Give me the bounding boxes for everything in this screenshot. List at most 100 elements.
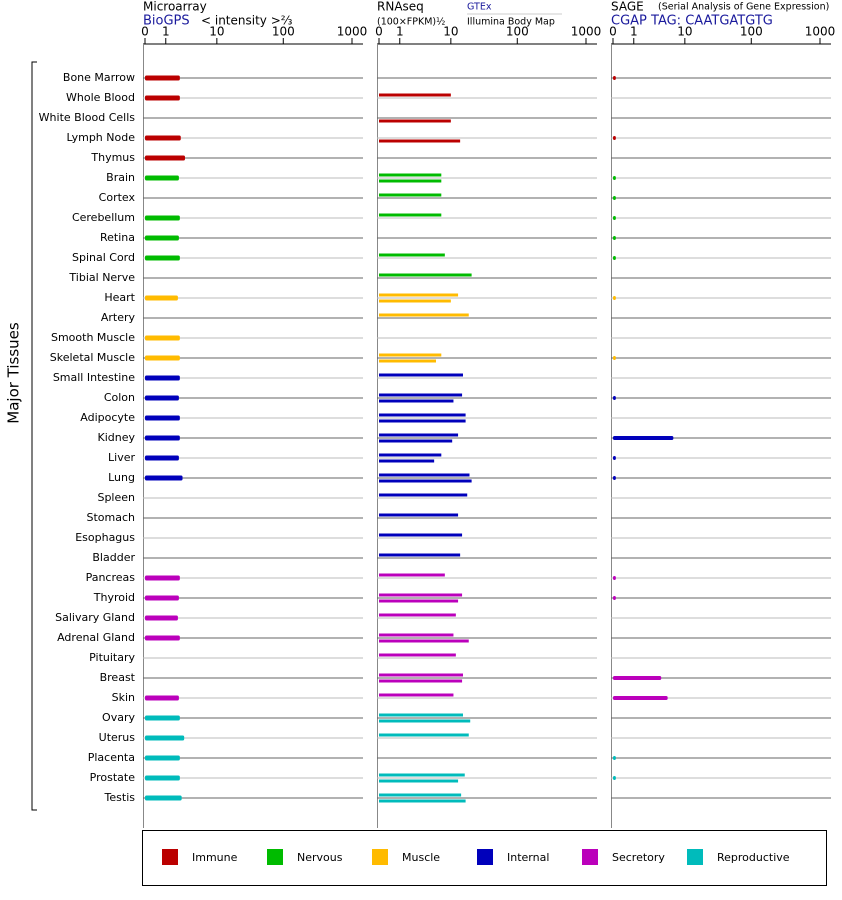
- category-label: Whole Blood: [66, 91, 135, 104]
- bar: [145, 75, 180, 81]
- category-label: Smooth Muscle: [51, 331, 135, 344]
- legend-label: Internal: [507, 851, 549, 864]
- x-tick-label: 10: [677, 25, 692, 39]
- bar: [379, 593, 463, 597]
- category-label: White Blood Cells: [39, 111, 136, 124]
- bar: [379, 299, 451, 303]
- bar: [145, 795, 182, 801]
- bar: [379, 193, 442, 197]
- bar: [379, 253, 445, 257]
- bar: [379, 553, 461, 557]
- legend-label: Secretory: [612, 851, 665, 864]
- category-label: Lung: [108, 471, 135, 484]
- bar: [379, 799, 466, 803]
- x-tick-label: 10: [443, 25, 458, 39]
- bar: [613, 256, 616, 260]
- bar: [613, 756, 616, 760]
- legend-swatch: [372, 849, 388, 865]
- x-tick-label: 100: [272, 25, 295, 39]
- series-name: GTEx: [467, 2, 492, 13]
- bar: [379, 139, 461, 143]
- category-label: Testis: [104, 791, 136, 804]
- bar: [613, 296, 616, 300]
- category-label: Ovary: [102, 711, 135, 724]
- legend-box: [142, 830, 827, 886]
- bar: [379, 393, 463, 397]
- bar: [379, 93, 451, 97]
- category-label: Prostate: [90, 771, 136, 784]
- bar: [379, 273, 472, 277]
- category-label: Cortex: [99, 191, 136, 204]
- bar: [145, 775, 180, 781]
- bar: [379, 733, 469, 737]
- category-label: Small Intestine: [53, 371, 135, 384]
- bar: [379, 399, 454, 403]
- category-label: Bone Marrow: [63, 71, 135, 84]
- bar: [145, 235, 179, 241]
- category-label: Stomach: [86, 511, 135, 524]
- legend-swatch: [162, 849, 178, 865]
- x-tick-label: 0: [375, 25, 383, 39]
- bar: [379, 779, 459, 783]
- bar: [379, 179, 442, 183]
- bar: [613, 76, 616, 80]
- bar: [379, 373, 463, 377]
- panel-title: Microarray: [143, 0, 207, 14]
- x-tick-label: 1: [630, 25, 638, 39]
- bar: [613, 676, 662, 680]
- bar: [145, 215, 180, 221]
- x-tick-label: 1: [162, 25, 170, 39]
- bar: [145, 95, 180, 101]
- bar: [379, 793, 462, 797]
- x-tick-label: 0: [141, 25, 149, 39]
- bar: [145, 355, 180, 361]
- bar: [379, 573, 445, 577]
- category-label: Spinal Cord: [72, 251, 135, 264]
- category-label: Breast: [100, 671, 136, 684]
- bar: [379, 213, 442, 217]
- bar: [613, 696, 668, 700]
- x-tick-label: 100: [506, 25, 529, 39]
- bar: [379, 693, 454, 697]
- bar: [145, 175, 179, 181]
- bar: [379, 473, 470, 477]
- category-label: Pancreas: [86, 571, 136, 584]
- bar: [379, 679, 463, 683]
- category-label: Thymus: [90, 151, 135, 164]
- legend-swatch: [477, 849, 493, 865]
- bar: [613, 396, 616, 400]
- bar: [145, 635, 180, 641]
- bar: [145, 475, 183, 481]
- category-label: Liver: [108, 451, 135, 464]
- legend-label: Immune: [192, 851, 238, 864]
- bar: [379, 633, 454, 637]
- bar: [145, 435, 180, 441]
- bar: [145, 395, 179, 401]
- bar: [379, 173, 442, 177]
- category-label: Spleen: [97, 491, 135, 504]
- bar: [145, 735, 185, 741]
- x-tick-label: 1000: [337, 25, 368, 39]
- bar: [145, 715, 180, 721]
- bar: [379, 493, 468, 497]
- bar: [145, 615, 178, 621]
- category-label: Skeletal Muscle: [50, 351, 135, 364]
- bar: [145, 455, 179, 461]
- category-label: Pituitary: [89, 651, 135, 664]
- category-label: Salivary Gland: [55, 611, 135, 624]
- legend-label: Muscle: [402, 851, 440, 864]
- category-label: Kidney: [97, 431, 135, 444]
- category-label: Thyroid: [93, 591, 135, 604]
- bracket: [31, 61, 37, 811]
- bar: [145, 595, 179, 601]
- bar: [379, 639, 469, 643]
- axis-label: < intensity >⅔: [201, 14, 293, 28]
- bar: [379, 533, 463, 537]
- category-label: Tibial Nerve: [68, 271, 135, 284]
- bar: [145, 135, 181, 141]
- bar: [613, 596, 616, 600]
- bar: [379, 653, 456, 657]
- panel-title: RNAseq: [377, 0, 424, 14]
- series-name: Illumina Body Map: [467, 17, 555, 28]
- category-label: Lymph Node: [66, 131, 135, 144]
